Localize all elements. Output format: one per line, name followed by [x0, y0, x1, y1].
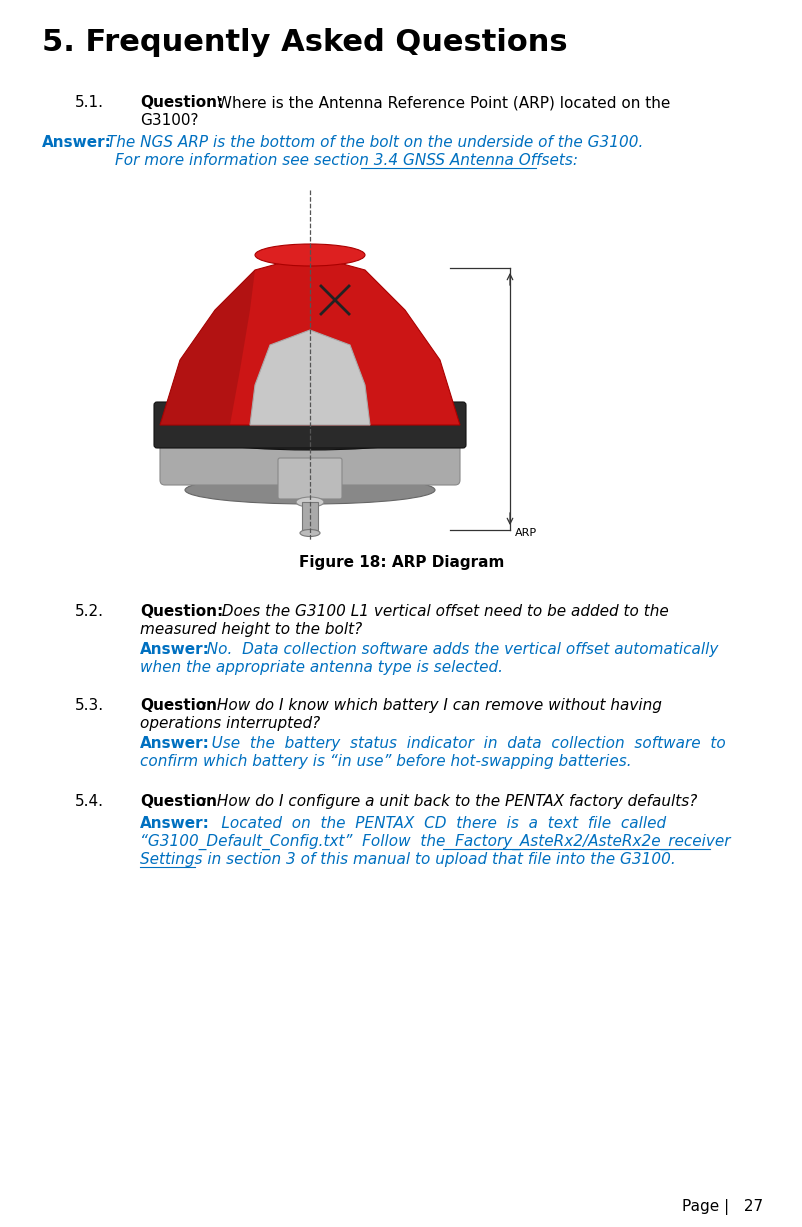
Text: 5.2.: 5.2.	[75, 604, 104, 618]
Polygon shape	[160, 270, 255, 425]
Text: G3100?: G3100?	[140, 113, 198, 128]
Ellipse shape	[255, 244, 365, 266]
Text: Located  on  the  PENTAX  CD  there  is  a  text  file  called: Located on the PENTAX CD there is a text…	[196, 816, 666, 831]
Text: The NGS ARP is the bottom of the bolt on the underside of the G3100.: The NGS ARP is the bottom of the bolt on…	[102, 135, 642, 150]
Text: Question: Question	[140, 698, 217, 713]
Text: Answer:: Answer:	[42, 135, 111, 150]
Text: Settings in section 3 of this manual to upload that file into the G3100.: Settings in section 3 of this manual to …	[140, 852, 675, 867]
Ellipse shape	[164, 443, 455, 477]
Text: confirm which battery is “in use” before hot-swapping batteries.: confirm which battery is “in use” before…	[140, 755, 631, 769]
Text: Does the G3100 L1 vertical offset need to be added to the: Does the G3100 L1 vertical offset need t…	[212, 604, 668, 618]
Ellipse shape	[155, 400, 464, 450]
Text: Question:: Question:	[140, 604, 223, 618]
Text: :  How do I configure a unit back to the PENTAX factory defaults?: : How do I configure a unit back to the …	[202, 794, 696, 809]
Ellipse shape	[296, 497, 323, 507]
Text: :  How do I know which battery I can remove without having: : How do I know which battery I can remo…	[202, 698, 661, 713]
Text: Figure 18: ARP Diagram: Figure 18: ARP Diagram	[298, 555, 504, 571]
Text: measured height to the bolt?: measured height to the bolt?	[140, 622, 362, 637]
Text: Answer:: Answer:	[140, 642, 209, 656]
Ellipse shape	[300, 530, 320, 536]
FancyBboxPatch shape	[160, 425, 460, 485]
Polygon shape	[249, 330, 370, 425]
Text: Page |   27: Page | 27	[681, 1199, 762, 1215]
Text: No.  Data collection software adds the vertical offset automatically: No. Data collection software adds the ve…	[196, 642, 718, 656]
Text: Answer:: Answer:	[140, 736, 209, 751]
Text: Question:: Question:	[140, 94, 223, 110]
Text: Question: Question	[140, 794, 217, 809]
Text: operations interrupted?: operations interrupted?	[140, 717, 320, 731]
Text: For more information see section 3.4 GNSS Antenna Offsets:: For more information see section 3.4 GNS…	[115, 153, 577, 168]
Text: 5.1.: 5.1.	[75, 94, 104, 110]
Text: when the appropriate antenna type is selected.: when the appropriate antenna type is sel…	[140, 660, 502, 675]
Text: “G3100_Default_Config.txt”  Follow  the  Factory_AsteRx2/AsteRx2e_receiver: “G3100_Default_Config.txt” Follow the Fa…	[140, 834, 730, 850]
Bar	[302, 502, 318, 530]
Text: Answer:: Answer:	[140, 816, 209, 831]
Text: 5. Frequently Asked Questions: 5. Frequently Asked Questions	[42, 28, 567, 56]
FancyBboxPatch shape	[277, 458, 342, 499]
Text: 5.4.: 5.4.	[75, 794, 104, 809]
Text: 5.3.: 5.3.	[75, 698, 104, 713]
Text: ARP: ARP	[514, 528, 537, 537]
Polygon shape	[160, 255, 460, 425]
Text: Use  the  battery  status  indicator  in  data  collection  software  to: Use the battery status indicator in data…	[196, 736, 725, 751]
Text: Where is the Antenna Reference Point (ARP) located on the: Where is the Antenna Reference Point (AR…	[212, 94, 670, 110]
Ellipse shape	[184, 476, 435, 504]
FancyBboxPatch shape	[154, 402, 465, 448]
